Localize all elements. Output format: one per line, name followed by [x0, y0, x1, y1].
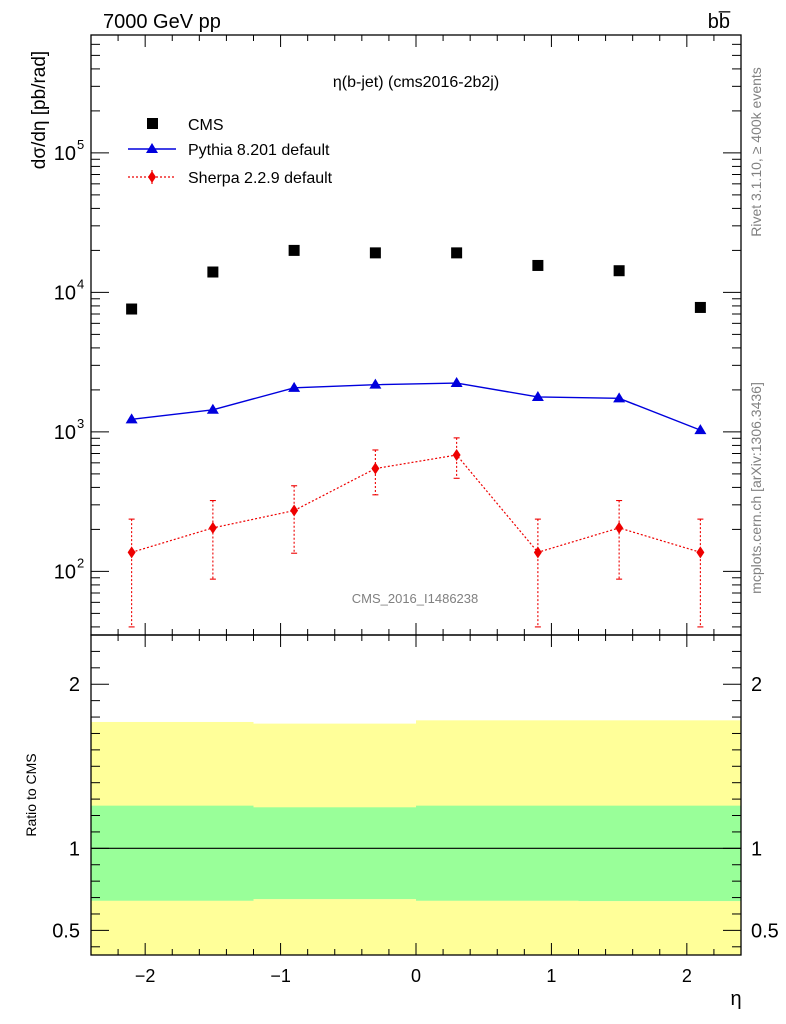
mcplots-label: mcplots.cern.ch [arXiv:1306.3436]	[748, 382, 764, 594]
data-point-pythia	[694, 424, 707, 435]
data-point-sherpa	[208, 521, 217, 534]
y-tick-exponent: 3	[77, 416, 84, 431]
band-outer-lower-segment	[578, 901, 741, 955]
rivet-label: Rivet 3.1.10, ≥ 400k events	[748, 67, 764, 237]
legend-label-pythia: Pythia 8.201 default	[188, 142, 330, 159]
x-tick-label: 1	[546, 966, 556, 986]
band-outer-lower-segment	[253, 899, 416, 955]
y-axis-label: dσ/dη [pb/rad]	[29, 51, 50, 169]
ratio-y-tick-label-right: 1	[751, 838, 762, 860]
series-line	[131, 382, 701, 431]
data-point-pythia	[206, 403, 219, 414]
ratio-y-axis-label: Ratio to CMS	[23, 753, 39, 836]
data-point-sherpa	[452, 448, 461, 461]
band-inner-segment	[253, 807, 416, 900]
x-axis-label: η	[730, 988, 741, 1010]
data-point-cms	[207, 266, 219, 278]
legend-marker-sherpa	[148, 171, 156, 183]
y-tick-exponent: 5	[77, 137, 84, 152]
data-point-cms	[613, 265, 625, 277]
data-point-pythia	[288, 381, 301, 392]
ratio-y-tick-label: 0.5	[52, 920, 80, 942]
ratio-y-tick-label: 2	[69, 674, 80, 696]
series-line	[131, 454, 701, 554]
legend-label-sherpa: Sherpa 2.2.9 default	[188, 170, 333, 187]
x-tick-label: −1	[270, 966, 291, 986]
legend-label-cms: CMS	[188, 117, 224, 134]
band-inner-segment	[578, 805, 741, 902]
legend-marker-cms	[147, 118, 158, 129]
y-tick-exponent: 2	[77, 555, 84, 570]
analysis-watermark: CMS_2016_I1486238	[352, 591, 479, 606]
data-point-cms	[694, 301, 706, 313]
y-tick-label: 10	[54, 422, 76, 444]
energy-label: 7000 GeV pp	[103, 11, 221, 33]
axis-ticks: −2 −1 0 1 210 210 310 410 52 21 10.5 0.5	[52, 34, 779, 986]
y-tick-label: 10	[54, 561, 76, 583]
data-point-sherpa	[127, 546, 136, 559]
y-tick-label: 10	[54, 282, 76, 304]
x-tick-label: 2	[682, 966, 692, 986]
y-tick-label: 10	[54, 143, 76, 165]
x-tick-label: −2	[135, 966, 156, 986]
data-point-sherpa	[290, 504, 299, 517]
data-point-pythia	[125, 413, 138, 424]
data-point-pythia	[450, 377, 463, 388]
data-point-pythia	[613, 392, 626, 403]
band-inner-segment	[91, 805, 254, 901]
process-label: bb̅	[708, 10, 731, 33]
legend: CMS Pythia 8.201 default Sherpa 2.2.9 de…	[128, 117, 333, 187]
data-point-sherpa	[615, 521, 624, 534]
data-point-pythia	[531, 390, 544, 401]
data-point-sherpa	[533, 546, 542, 559]
plot-title: η(b-jet) (cms2016-2b2j)	[333, 74, 499, 91]
ratio-bands	[91, 720, 741, 955]
data-point-cms	[532, 259, 544, 271]
ratio-y-tick-label-right: 0.5	[751, 920, 779, 942]
data-point-pythia	[369, 378, 382, 389]
data-point-cms	[126, 303, 138, 315]
x-tick-label: 0	[411, 966, 421, 986]
ratio-y-tick-label: 1	[69, 838, 80, 860]
data-point-cms	[451, 247, 463, 259]
band-inner-segment	[416, 805, 579, 901]
y-tick-exponent: 4	[77, 276, 84, 291]
series-layer	[125, 244, 707, 628]
data-point-cms	[288, 244, 300, 256]
ratio-y-tick-label-right: 2	[751, 674, 762, 696]
data-point-sherpa	[371, 462, 380, 475]
band-outer-lower-segment	[91, 900, 254, 955]
band-outer-lower-segment	[416, 900, 579, 955]
data-point-cms	[369, 247, 381, 259]
legend-marker-pythia	[146, 143, 158, 153]
data-point-sherpa	[696, 546, 705, 559]
